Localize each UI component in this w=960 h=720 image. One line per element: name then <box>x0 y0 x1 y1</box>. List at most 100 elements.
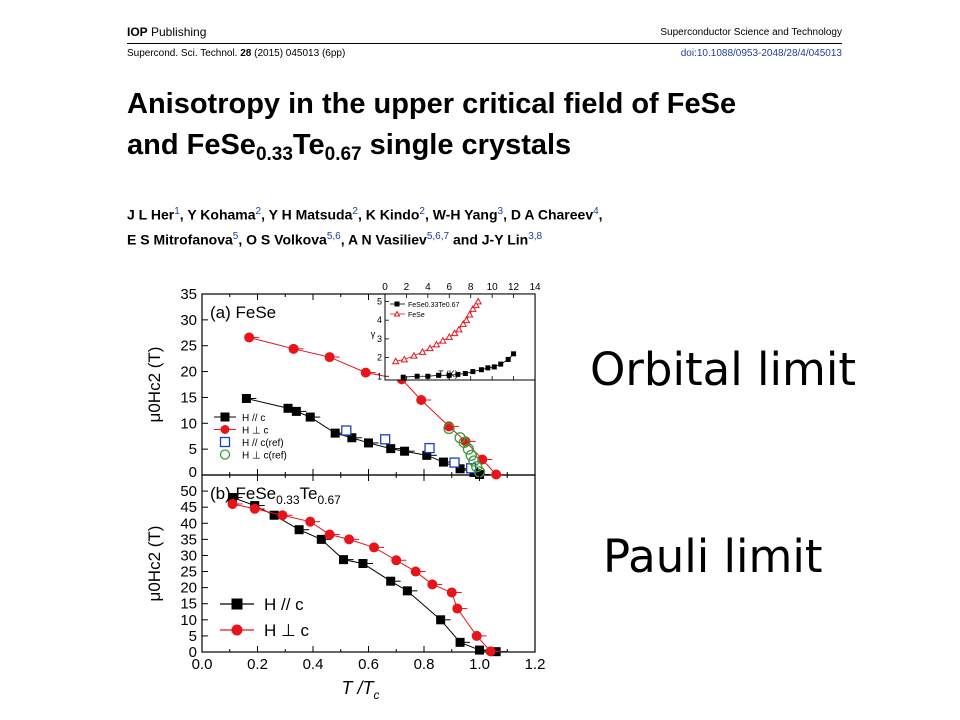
legend-label: H // c <box>264 595 304 614</box>
legend-marker <box>219 449 231 460</box>
inset-data-point <box>410 351 418 359</box>
y-tick-label: 5 <box>189 441 197 458</box>
x-tick-label: 0.0 <box>192 656 213 673</box>
inset-data-point <box>445 332 454 340</box>
data-point <box>471 630 482 641</box>
inset-data-point <box>505 356 511 362</box>
data-point <box>465 449 477 461</box>
panel-b-label: (b) FeSe0.33Te0.67 <box>210 484 341 507</box>
y-tick-label: 35 <box>180 531 197 548</box>
inset-data-point <box>426 344 434 352</box>
inset-data-point <box>474 297 483 305</box>
data-point <box>316 534 326 544</box>
inset-data-point <box>455 325 463 333</box>
author-affiliation: 2 <box>352 206 358 217</box>
inset-x-tick-label: 2 <box>404 282 410 293</box>
inset-data-point <box>478 367 484 373</box>
data-point <box>449 457 460 468</box>
data-point <box>452 603 463 614</box>
data-point <box>491 469 502 480</box>
data-point <box>330 428 340 438</box>
data-point <box>249 503 260 514</box>
inset-legend-label: FeSe0.33Te0.67 <box>408 302 459 309</box>
citation: Supercond. Sci. Technol. 28 (2015) 04501… <box>127 48 346 59</box>
data-point <box>422 450 432 460</box>
y-tick-label: 0 <box>189 644 197 661</box>
data-point <box>283 403 293 413</box>
data-point <box>227 498 238 509</box>
data-point <box>455 464 465 474</box>
data-point <box>228 493 238 503</box>
y-tick-label: 35 <box>180 286 197 303</box>
inset-y-tick-label: 3 <box>377 334 382 344</box>
data-point <box>341 425 352 436</box>
y-tick-label: 20 <box>180 364 197 381</box>
author-affiliation: 1 <box>174 206 180 217</box>
inset-y-tick-label: 4 <box>377 315 382 325</box>
inset-x-tick-label: 6 <box>447 282 453 293</box>
author-and: and <box>452 231 478 248</box>
author-name: E S Mitrofanova <box>127 231 233 248</box>
inset-x-tick-label: 0 <box>382 282 388 293</box>
journal-name: Superconductor Science and Technology <box>660 27 842 38</box>
legend-label: H // c(ref) <box>242 438 284 449</box>
y-tick-label: 10 <box>180 415 197 432</box>
inset-data-point <box>450 329 459 337</box>
publisher-logo: IOP Publishing <box>127 25 207 39</box>
data-point <box>485 646 496 657</box>
data-point <box>446 587 457 598</box>
data-point <box>468 455 480 467</box>
data-point <box>269 510 279 520</box>
inset-data-point <box>391 357 400 365</box>
inset-y-tick-label: 5 <box>377 296 382 306</box>
data-point <box>436 615 446 625</box>
data-point <box>438 457 448 467</box>
inset-data-point <box>462 316 471 324</box>
author-name: D A Chareev <box>510 206 594 223</box>
data-point <box>360 367 371 378</box>
y-tick-label: 15 <box>180 389 197 406</box>
inset-data-point <box>436 372 442 378</box>
orbital-limit-annotation: Orbital limit <box>590 343 857 396</box>
inset-data-point <box>472 301 480 309</box>
data-point <box>475 469 484 479</box>
inset-data-point <box>462 370 468 376</box>
data-point <box>391 555 402 566</box>
inset-data-point <box>470 369 476 375</box>
y-tick-label: 30 <box>180 547 197 564</box>
y-tick-label: 30 <box>180 312 197 329</box>
inset-x-tick-label: 4 <box>425 282 431 293</box>
data-point <box>347 433 357 443</box>
x-tick-label: 0.2 <box>247 656 268 673</box>
data-point <box>369 542 380 553</box>
inset-data-point <box>425 373 431 379</box>
inset-y-tick-label: 2 <box>377 353 382 363</box>
author-affiliation: 2 <box>419 206 425 217</box>
data-point <box>416 395 427 406</box>
data-point <box>244 332 255 343</box>
author-affiliation: 3 <box>497 206 504 217</box>
data-point <box>462 443 475 455</box>
y-tick-label: 10 <box>180 612 197 629</box>
inset-data-point <box>414 373 420 379</box>
doi-link[interactable]: doi:10.1088/0953-2048/28/4/045013 <box>680 48 842 59</box>
data-point <box>402 586 412 596</box>
data-point <box>291 406 301 416</box>
inset-x-tick-label: 12 <box>508 282 520 293</box>
x-tick-label: 1.2 <box>525 656 546 673</box>
inset-legend-label: FeSe <box>408 312 425 319</box>
data-point <box>475 645 484 655</box>
data-point <box>305 412 315 422</box>
paper-title: Anisotropy in the upper critical field o… <box>127 88 737 165</box>
data-point <box>410 566 421 577</box>
panel-a-label: (a) FeSe <box>210 303 276 322</box>
author-name: Y H Matsuda <box>268 206 353 223</box>
x-tick-label: 1.0 <box>469 656 490 673</box>
y-axis-label: μ0Hc2 (T) <box>145 526 164 602</box>
legend-marker <box>231 598 243 610</box>
author-affiliation: 4 <box>593 206 599 217</box>
inset-data-point <box>439 336 447 344</box>
data-point <box>241 393 251 403</box>
legend-marker <box>219 436 231 448</box>
data-point <box>305 516 316 527</box>
